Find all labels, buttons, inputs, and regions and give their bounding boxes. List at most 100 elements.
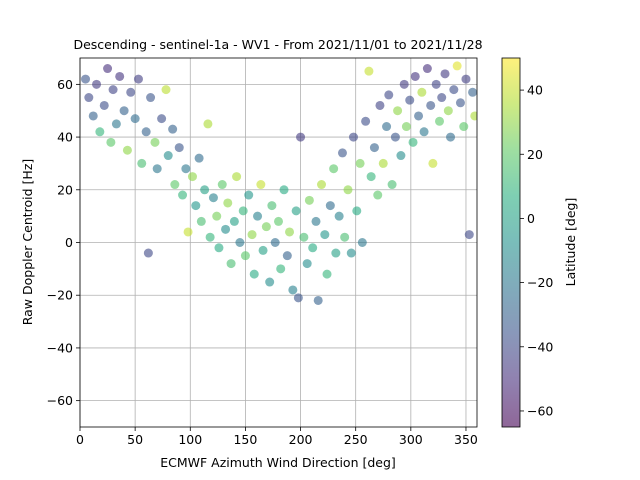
scatter-point [443,106,453,116]
scatter-point [357,238,367,247]
scatter-point [346,248,356,258]
scatter-point [401,122,411,132]
y-tick-label: 40 [57,130,73,145]
colorbar-ticks: −60 −40 −20 0 20 40 [520,83,553,418]
scatter-point [325,201,335,211]
scatter-point [253,211,263,221]
scatter-point [267,201,277,211]
scatter-point [296,132,306,142]
scatter-point [232,172,242,182]
scatter-point [238,206,248,216]
colorbar-tick-label: −20 [527,275,553,290]
colorbar-tick-label: −40 [527,339,553,354]
scatter-point [111,119,121,129]
scatter-point [470,111,477,121]
colorbar-tick-label: −60 [527,403,553,418]
y-tick-label: −60 [47,393,73,408]
x-tick-label: 50 [127,432,143,447]
scatter-point [133,74,143,84]
scatter-point [168,124,178,134]
scatter-point [291,206,301,216]
scatter-point [212,211,222,221]
scatter-point [452,61,462,71]
scatter-point [276,264,286,274]
x-tick-label: 150 [233,432,257,447]
scatter-point [274,216,283,226]
scatter-point [103,64,113,74]
y-tick-label: 0 [65,235,73,250]
scatter-point [178,190,188,200]
scatter-points [81,61,477,305]
scatter-point [223,198,233,208]
scatter-point [337,148,347,158]
scatter-point [141,127,151,137]
scatter-point [426,100,436,110]
scatter-point [203,119,213,129]
scatter-point [181,164,191,174]
grid-lines [79,58,477,427]
scatter-point [348,132,358,142]
scatter-point [256,180,266,190]
scatter-point [293,293,303,303]
y-tick-label: −20 [47,288,73,303]
scatter-point [81,74,91,84]
scatter-point [84,93,94,103]
colorbar-tick-label: 0 [527,211,535,226]
scatter-point [258,245,268,255]
scatter-point [366,172,376,182]
scatter-point [161,85,171,95]
scatter-point [88,111,98,121]
scatter-point [194,153,204,163]
x-tick-label: 200 [289,432,313,447]
scatter-point [130,114,140,124]
scatter-point [399,79,409,89]
scatter-point [187,172,197,182]
scatter-point [414,111,424,121]
scatter-point [157,114,167,124]
scatter-point [464,230,474,240]
scatter-point [446,132,456,142]
scatter-point [279,185,289,195]
scatter-point [247,230,257,240]
y-axis-ticks: −60 −40 −20 0 20 40 60 [47,77,80,408]
scatter-point [419,127,429,137]
scatter-point [311,216,321,226]
scatter-point [214,243,224,253]
scatter-point [288,285,298,295]
scatter-point [405,95,415,105]
scatter-point [137,158,147,168]
scatter-point [396,151,406,161]
scatter-point [196,216,206,226]
scatter-point [393,106,403,116]
scatter-point [299,232,309,242]
scatter-point [428,158,438,168]
x-tick-label: 100 [178,432,202,447]
scatter-point [95,127,105,137]
scatter-point [352,206,362,216]
scatter-point [302,259,312,269]
x-tick-label: 250 [344,432,368,447]
scatter-point [329,164,339,174]
colorbar: −60 −40 −20 0 20 40 Latitude [deg] [501,57,578,428]
scatter-point [334,211,344,221]
scatter-point [417,87,427,97]
scatter-point [382,122,392,132]
y-tick-label: 60 [57,77,73,92]
scatter-point [340,232,350,242]
scatter-point [435,116,445,126]
scatter-point [152,164,162,174]
scatter-point [440,69,450,79]
x-axis-ticks: 0 50 100 150 200 250 300 350 [76,427,478,447]
scatter-point [459,122,469,132]
scatter-point [235,238,245,247]
colorbar-frame [501,57,521,428]
scatter-point [322,269,332,279]
scatter-point [449,85,459,95]
scatter-point [343,185,353,195]
scatter-point [226,259,236,269]
scatter-point [422,64,432,74]
scatter-point [240,251,250,261]
scatter-point [183,227,193,237]
scatter-point [375,100,385,110]
